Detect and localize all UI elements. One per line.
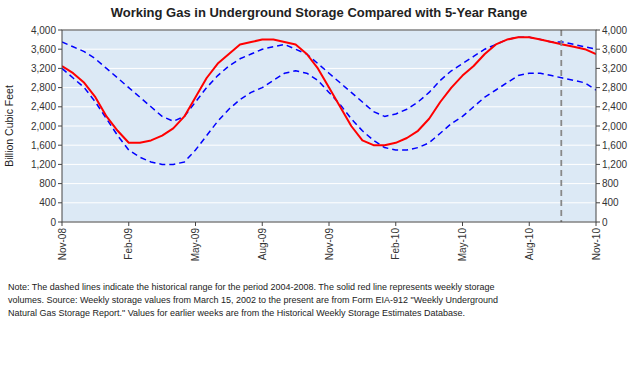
y2-tick-label: 2,000 <box>602 121 627 132</box>
y2-tick-label: 4,000 <box>602 25 627 36</box>
y2-tick-label: 2,400 <box>602 101 627 112</box>
note-line: Natural Gas Storage Report." Values for … <box>8 308 465 318</box>
x-tick <box>62 222 63 226</box>
plot-background <box>62 30 596 222</box>
y2-tick <box>596 164 600 165</box>
x-tick-label: May-10 <box>457 228 468 262</box>
chart-title: Working Gas in Underground Storage Compa… <box>111 5 528 20</box>
x-tick <box>596 222 597 226</box>
y2-tick-label: 3,600 <box>602 44 627 55</box>
y2-tick-label: 2,800 <box>602 82 627 93</box>
grid-line <box>62 183 596 184</box>
y-tick <box>58 49 62 50</box>
x-tick-label: Feb-09 <box>123 228 134 260</box>
x-tick <box>529 222 530 226</box>
note-line: Note: The dashed lines indicate the hist… <box>8 282 494 292</box>
x-tick-label: Nov-09 <box>324 228 335 261</box>
range-line <box>62 37 596 121</box>
y-tick <box>58 106 62 107</box>
y2-tick <box>596 30 600 31</box>
y-tick <box>58 126 62 127</box>
x-tick-label: Nov-08 <box>57 228 68 261</box>
y-tick-label: 800 <box>39 178 56 189</box>
grid <box>62 30 596 222</box>
y-tick <box>58 30 62 31</box>
y2-tick <box>596 87 600 88</box>
y2-tick <box>596 202 600 203</box>
grid-line <box>62 202 596 203</box>
y-tick-label: 2,000 <box>31 121 56 132</box>
x-tick <box>262 222 263 226</box>
y-tick-label: 1,200 <box>31 159 56 170</box>
grid-line <box>62 164 596 165</box>
y2-tick <box>596 222 600 223</box>
range-band <box>62 37 596 164</box>
plot-area <box>62 30 596 222</box>
y-tick <box>58 164 62 165</box>
x-tick <box>329 222 330 226</box>
y-tick <box>58 68 62 69</box>
y-tick-label: 3,600 <box>31 44 56 55</box>
y-tick-label: 3,200 <box>31 63 56 74</box>
y2-tick-label: 0 <box>602 217 608 228</box>
y-tick <box>58 222 62 223</box>
y-tick-label: 400 <box>39 197 56 208</box>
y-tick-label: 2,800 <box>31 82 56 93</box>
note: Note: The dashed lines indicate the hist… <box>8 282 498 318</box>
x-tick <box>195 222 196 226</box>
plot-frame <box>62 30 596 222</box>
y2-tick <box>596 183 600 184</box>
x-tick-label: May-09 <box>190 228 201 262</box>
y2-tick <box>596 106 600 107</box>
note-line: volumes. Source: Weekly storage values f… <box>8 295 498 305</box>
y2-tick <box>596 145 600 146</box>
x-tick-label: Aug-09 <box>257 228 268 261</box>
x-tick-label: Feb-10 <box>390 228 401 260</box>
x-tick <box>128 222 129 226</box>
storage-line <box>62 37 596 145</box>
y-tick-label: 1,600 <box>31 140 56 151</box>
y2-tick-label: 1,200 <box>602 159 627 170</box>
y-axis-label: Billion Cubic Feet <box>3 85 15 167</box>
y-tick-label: 0 <box>50 217 56 228</box>
y2-tick <box>596 126 600 127</box>
y2-tick-label: 1,600 <box>602 140 627 151</box>
separator-line <box>560 30 562 222</box>
y2-tick-label: 800 <box>602 178 619 189</box>
x-tick-label: Nov-10 <box>591 228 602 261</box>
y-tick-label: 2,400 <box>31 101 56 112</box>
range-line <box>62 68 596 164</box>
x-tick <box>395 222 396 226</box>
y-tick <box>58 202 62 203</box>
y-tick <box>58 183 62 184</box>
x-tick-label: Aug-10 <box>524 228 535 261</box>
y2-tick-label: 400 <box>602 197 619 208</box>
y2-tick <box>596 68 600 69</box>
y-tick-label: 4,000 <box>31 25 56 36</box>
y2-tick-label: 3,200 <box>602 63 627 74</box>
y-tick <box>58 145 62 146</box>
y2-tick <box>596 49 600 50</box>
x-tick <box>462 222 463 226</box>
y-tick <box>58 87 62 88</box>
